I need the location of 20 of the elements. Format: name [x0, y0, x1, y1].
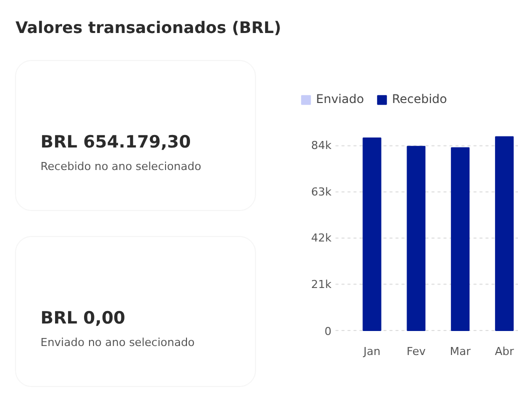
text: Recebido no ano selecionado: [40, 160, 202, 173]
legend-label: Enviado: [316, 92, 364, 106]
text: Enviado no ano selecionado: [40, 336, 195, 349]
bar: [450, 147, 470, 331]
y-tick-label: 63k: [311, 185, 332, 198]
y-tick-label: 84k: [311, 139, 332, 152]
y-tick-label: 0: [324, 325, 332, 338]
x-tick-label: Fev: [406, 345, 426, 358]
y-tick-label: 42k: [311, 232, 332, 245]
x-tick-label: Abr: [494, 345, 514, 358]
text: Valores transacionados (BRL): [16, 18, 282, 37]
y-tick-label: 21k: [311, 278, 332, 291]
bar: [495, 136, 514, 331]
legend-label: Recebido: [392, 92, 448, 106]
bar: [406, 146, 426, 331]
bar: [362, 138, 382, 331]
x-tick-label: Mar: [450, 345, 472, 358]
x-tick-label: Jan: [362, 345, 380, 358]
text: BRL 0,00: [40, 308, 126, 328]
text: BRL 654.179,30: [40, 132, 192, 152]
